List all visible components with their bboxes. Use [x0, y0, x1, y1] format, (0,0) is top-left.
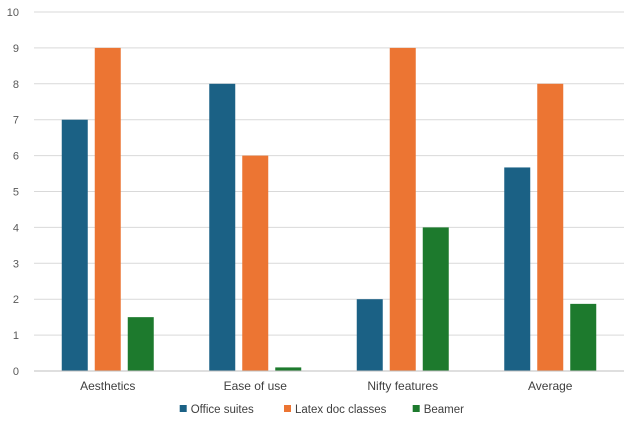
legend-item-latex-doc-classes: Latex doc classes — [284, 404, 387, 416]
y-tick-label: 4 — [13, 222, 19, 234]
y-tick-label: 2 — [13, 294, 19, 306]
legend-item-office-suites: Office suites — [179, 404, 254, 416]
bar-latex-doc-classes-aesthetics — [94, 47, 121, 372]
bar-latex-doc-classes-ease-of-use — [242, 155, 269, 371]
bar-latex-doc-classes-nifty-features — [389, 47, 416, 372]
bar-beamer-aesthetics — [127, 317, 154, 371]
legend: Office suites Latex doc classes Beamer — [179, 404, 464, 416]
bar-beamer-average — [570, 303, 597, 371]
y-tick-label: 1 — [13, 330, 19, 342]
x-category-label: Nifty features — [367, 379, 438, 393]
bars — [61, 47, 597, 372]
y-tick-label: 3 — [13, 258, 19, 270]
x-axis: Aesthetics Ease of use Nifty features Avera… — [34, 370, 624, 393]
y-tick-label: 6 — [13, 151, 19, 163]
bar-office-suites-nifty-features — [356, 299, 383, 371]
legend-swatch — [412, 405, 420, 412]
x-category-label: Average — [528, 379, 573, 393]
bar-beamer-nifty-features — [422, 227, 449, 371]
bar-latex-doc-classes-average — [537, 83, 564, 372]
bar-office-suites-aesthetics — [61, 119, 88, 371]
y-tick-label: 8 — [13, 79, 19, 91]
y-tick-label: 10 — [7, 7, 19, 19]
y-tick-label: 7 — [13, 115, 19, 127]
bar-office-suites-ease-of-use — [209, 83, 236, 372]
bar-office-suites-average — [504, 167, 531, 371]
legend-item-beamer: Beamer — [412, 404, 464, 416]
x-category-label: Aesthetics — [80, 379, 135, 393]
y-tick-label: 0 — [13, 366, 19, 378]
legend-swatch — [179, 405, 187, 412]
x-category-label: Ease of use — [224, 379, 288, 393]
legend-swatch — [284, 405, 291, 412]
legend-label: Latex doc classes — [295, 404, 387, 416]
y-tick-label: 5 — [13, 187, 19, 199]
legend-label: Office suites — [191, 404, 254, 416]
legend-label: Beamer — [424, 404, 464, 416]
y-axis-tick-labels: 0 1 2 3 4 5 6 7 8 9 10 — [7, 7, 19, 378]
gridlines — [34, 11, 624, 336]
y-tick-label: 9 — [13, 43, 19, 55]
bar-beamer-ease-of-use — [275, 367, 302, 371]
